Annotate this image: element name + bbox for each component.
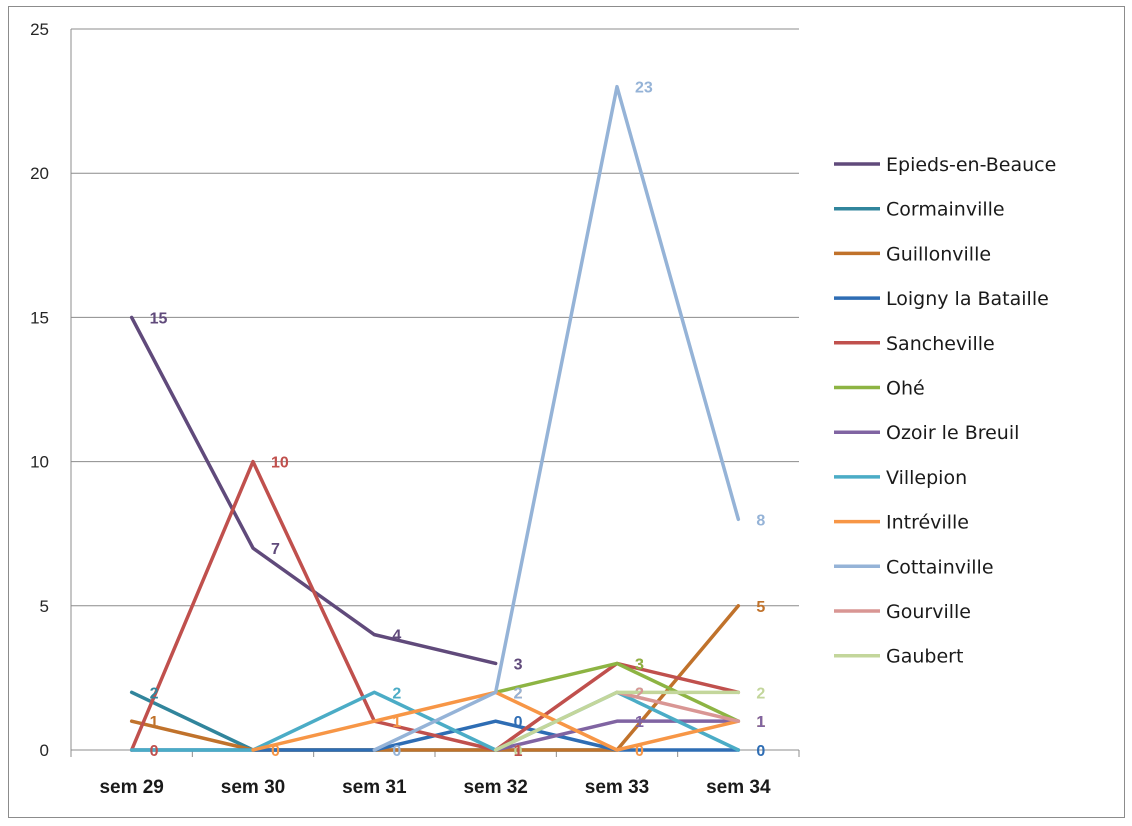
data-label: 15 [150, 310, 168, 327]
legend-label: Sancheville [886, 333, 995, 355]
series-lines [129, 84, 741, 752]
legend-label: Epieds-en-Beauce [886, 154, 1056, 176]
y-tick-label: 10 [30, 453, 49, 472]
chart-frame [8, 6, 1125, 818]
y-tick-label: 0 [40, 741, 49, 760]
data-label: 3 [635, 656, 644, 673]
legend-item: Sancheville [834, 333, 995, 355]
data-label: 5 [756, 599, 765, 616]
series-line-sancheville [129, 459, 741, 752]
y-tick-label: 20 [30, 164, 49, 183]
data-label: 1 [514, 743, 523, 760]
y-tick-label: 15 [30, 308, 49, 327]
data-label: 23 [635, 80, 653, 97]
y-tick-label: 5 [40, 597, 49, 616]
x-tick-label: sem 33 [585, 777, 649, 798]
legend-label: Gaubert [886, 646, 963, 668]
legend-label: Ozoir le Breuil [886, 422, 1019, 444]
y-tick-label: 25 [30, 20, 49, 39]
legend-label: Loigny la Bataille [886, 288, 1049, 310]
series-line-epieds-en-beauce [129, 315, 498, 666]
x-tick-label: sem 29 [99, 777, 163, 798]
data-label: 7 [271, 541, 280, 558]
x-tick-label: sem 32 [463, 777, 527, 798]
data-label: 0 [514, 743, 523, 760]
x-tick-label: sem 34 [706, 777, 771, 798]
data-label: 1 [392, 714, 401, 731]
x-tick-label: sem 30 [221, 777, 285, 798]
legend-label: Cormainville [886, 199, 1005, 221]
data-label: 4 [392, 628, 401, 645]
legend-item: Guillonville [834, 243, 991, 265]
data-label: 2 [150, 685, 159, 702]
legend-label: Gourville [886, 601, 971, 623]
legend-item: Intréville [834, 512, 969, 534]
data-label: 2 [514, 685, 523, 702]
series-line-cottainville [372, 84, 741, 752]
data-label: 2 [514, 685, 523, 702]
data-label: 10 [271, 455, 289, 472]
legend-item: Gaubert [834, 646, 963, 668]
legend-item: Loigny la Bataille [834, 288, 1049, 310]
series-line-oh- [493, 661, 741, 723]
series-line-guillonville [129, 604, 741, 752]
data-label: 3 [514, 656, 523, 673]
series-line-gourville [615, 690, 741, 723]
data-label: 0 [635, 743, 644, 760]
data-label: 8 [756, 512, 765, 529]
legend-label: Villepion [886, 467, 967, 489]
data-label: 1 [150, 714, 159, 731]
data-label: 2 [756, 685, 765, 702]
data-label: 1 [756, 714, 765, 731]
legend-label: Intréville [886, 512, 969, 534]
gridlines [71, 28, 799, 607]
series-line-ozoir-le-breuil [493, 719, 741, 752]
x-tick-label: sem 31 [342, 777, 407, 798]
series-line-gaubert [493, 690, 741, 752]
data-label: 3 [635, 656, 644, 673]
data-label: 0 [271, 743, 280, 760]
legend-label: Ohé [886, 378, 925, 400]
data-label: 2 [392, 685, 401, 702]
data-label: 0 [150, 743, 159, 760]
legend-label: Guillonville [886, 243, 991, 265]
legend-item: Ohé [834, 378, 925, 400]
data-label: 2 [635, 685, 644, 702]
legend-item: Gourville [834, 601, 971, 623]
legend-item: Epieds-en-Beauce [834, 154, 1056, 176]
legend-item: Villepion [834, 467, 967, 489]
legend-item: Ozoir le Breuil [834, 422, 1019, 444]
data-label: 1 [756, 714, 765, 731]
legend-item: Cormainville [834, 199, 1005, 221]
legend: Epieds-en-Beauce Cormainville Guillonville… [834, 154, 1056, 668]
data-label: 1 [756, 714, 765, 731]
data-label: 0 [514, 714, 523, 731]
legend-label: Cottainville [886, 556, 994, 578]
data-label: 1 [756, 714, 765, 731]
data-label: 2 [635, 685, 644, 702]
data-label: 2 [635, 685, 644, 702]
legend-item: Cottainville [834, 556, 994, 578]
data-label: 0 [756, 743, 765, 760]
data-label: 0 [392, 743, 401, 760]
data-label: 1 [635, 714, 644, 731]
